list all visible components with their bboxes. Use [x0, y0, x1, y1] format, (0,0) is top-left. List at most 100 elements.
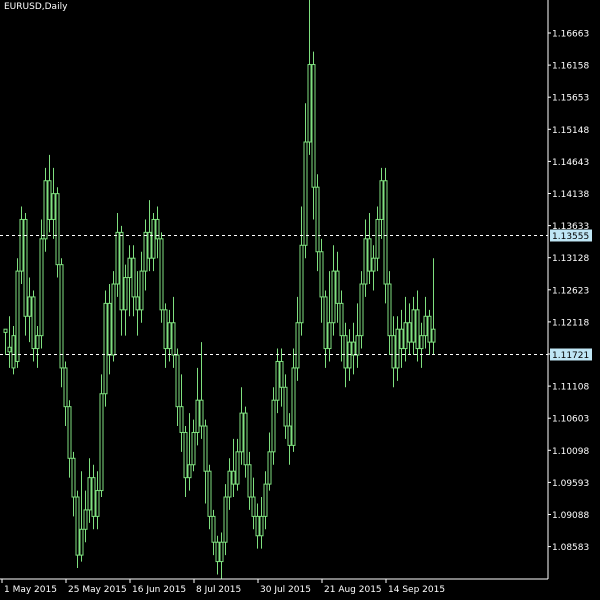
candle: [371, 245, 376, 291]
candle-body: [411, 309, 416, 343]
candle: [35, 325, 40, 368]
price-tick-label: 1.09593: [552, 479, 589, 489]
candle: [119, 225, 124, 336]
candle: [91, 464, 96, 530]
candle-body: [323, 296, 328, 350]
candle: [431, 258, 436, 356]
candle: [419, 322, 424, 368]
candle: [263, 471, 268, 530]
candle: [167, 309, 172, 362]
candle: [359, 271, 364, 349]
candle-body: [35, 335, 40, 350]
candle: [171, 296, 176, 368]
candle-body: [147, 231, 152, 259]
candle-body: [243, 412, 248, 466]
candle: [179, 374, 184, 452]
candle-body: [295, 322, 300, 369]
price-tick-label: 1.09088: [552, 511, 589, 521]
candle-body: [123, 277, 128, 311]
candle-body: [267, 451, 272, 485]
candle: [287, 413, 292, 465]
candle: [319, 238, 324, 323]
candle-body: [255, 515, 260, 537]
candle: [363, 219, 368, 297]
candle: [147, 200, 152, 272]
candle-body: [135, 296, 140, 311]
price-tick-label: 1.11108: [552, 383, 589, 393]
candle: [275, 348, 280, 414]
time-tick-label: 1 May 2015: [4, 585, 57, 595]
candle-body: [247, 464, 252, 498]
candle: [111, 271, 116, 362]
candle: [87, 458, 92, 523]
candle: [183, 426, 188, 498]
candle-body: [259, 515, 264, 537]
candle-body: [275, 360, 280, 401]
axis-frame: [0, 0, 549, 580]
candle-body: [127, 257, 132, 279]
candle: [411, 296, 416, 356]
price-tick-label: 1.10098: [552, 447, 589, 457]
candle: [131, 245, 136, 317]
candle-body: [303, 141, 308, 246]
candle: [95, 471, 100, 530]
candle-body: [23, 218, 28, 317]
symbol-timeframe-label: EURUSD,Daily: [4, 2, 68, 12]
candle-body: [83, 509, 88, 530]
price-tick-label: 1.16663: [552, 30, 589, 40]
time-scale: 1 May 2015 25 May 2015 16 Jun 2015 8 Jul 20…: [1, 579, 445, 595]
candle-body: [43, 180, 48, 240]
candle: [215, 535, 220, 575]
candle: [163, 303, 168, 368]
price-level-tag-label: 1.13555: [552, 232, 589, 242]
candle-body: [379, 180, 384, 220]
candle-body: [103, 302, 108, 395]
candle-body: [179, 406, 184, 433]
candle-body: [183, 431, 188, 479]
candle-body: [15, 270, 20, 362]
candle-body: [27, 296, 32, 317]
candle: [227, 458, 232, 510]
candle-body: [231, 470, 236, 485]
candle: [223, 484, 228, 556]
candle-body: [307, 64, 312, 143]
candle-body: [415, 309, 420, 350]
candle: [143, 219, 148, 291]
time-tick-label: 25 May 2015: [68, 585, 127, 595]
price-tick-label: 1.08583: [552, 543, 589, 553]
candle-body: [315, 186, 320, 253]
candle-body: [339, 302, 344, 337]
candle-body: [395, 328, 400, 369]
candle: [99, 374, 104, 498]
candle: [379, 167, 384, 239]
candle-body: [115, 231, 120, 285]
candle: [11, 325, 16, 375]
candle: [47, 154, 52, 233]
price-tick-label: 1.14643: [552, 158, 589, 168]
candle-body: [75, 496, 80, 556]
candle-body: [331, 270, 336, 324]
candle-body: [375, 218, 380, 259]
candle-body: [419, 335, 424, 350]
candle: [151, 213, 156, 272]
candle: [83, 490, 88, 543]
candle: [71, 451, 76, 517]
candle: [155, 206, 160, 259]
candle-body: [299, 244, 304, 324]
candle-body: [279, 360, 284, 388]
candle: [243, 406, 248, 478]
candle: [391, 316, 396, 388]
candle: [395, 316, 400, 381]
candle-body: [143, 231, 148, 272]
candle-body: [67, 406, 72, 459]
candle: [75, 490, 80, 569]
price-tick-label: 1.15653: [552, 94, 589, 104]
candle: [255, 503, 260, 549]
candle: [259, 497, 264, 549]
candle-body: [211, 515, 216, 543]
candle: [355, 303, 360, 368]
candle-body: [47, 180, 52, 220]
candle: [315, 174, 320, 272]
